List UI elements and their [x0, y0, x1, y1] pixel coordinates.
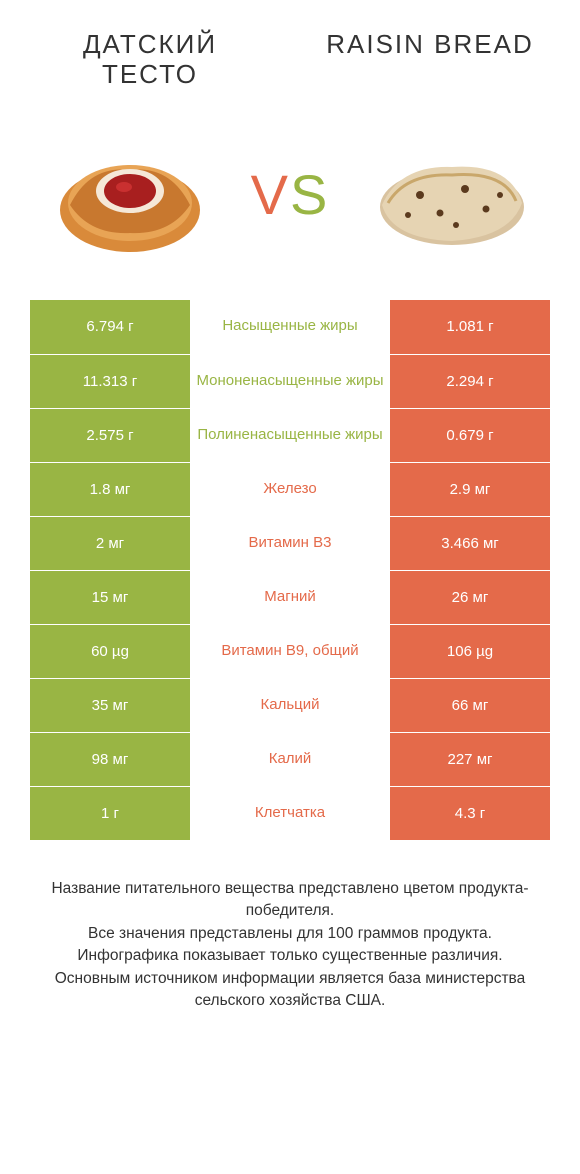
nutrient-name-cell: Магний — [190, 571, 390, 624]
left-value-cell: 2 мг — [30, 517, 190, 570]
images-row: VS — [0, 100, 580, 300]
table-row: 2.575 гПолиненасыщенные жиры0.679 г — [30, 408, 550, 462]
footer-notes: Название питательного вещества представл… — [0, 840, 580, 1013]
nutrient-name-cell: Витамин B3 — [190, 517, 390, 570]
footer-line: Инфографика показывает только существенн… — [24, 945, 556, 967]
footer-line: Название питательного вещества представл… — [24, 878, 556, 923]
nutrient-name-cell: Полиненасыщенные жиры — [190, 409, 390, 462]
nutrient-name-cell: Кальций — [190, 679, 390, 732]
nutrient-name-cell: Калий — [190, 733, 390, 786]
table-row: 2 мгВитамин B33.466 мг — [30, 516, 550, 570]
left-value-cell: 98 мг — [30, 733, 190, 786]
titles-row: ДАТСКИЙ ТЕСТО RAISIN BREAD — [0, 0, 580, 100]
comparison-table: 6.794 гНасыщенные жиры1.081 г11.313 гМон… — [30, 300, 550, 840]
left-value-cell: 1 г — [30, 787, 190, 840]
table-row: 98 мгКалий227 мг — [30, 732, 550, 786]
left-value-cell: 35 мг — [30, 679, 190, 732]
left-product-image — [40, 125, 220, 265]
left-value-cell: 6.794 г — [30, 300, 190, 354]
nutrient-name-cell: Витамин B9, общий — [190, 625, 390, 678]
raisin-bread-icon — [360, 125, 540, 265]
left-value-cell: 15 мг — [30, 571, 190, 624]
right-value-cell: 3.466 мг — [390, 517, 550, 570]
left-value-cell: 1.8 мг — [30, 463, 190, 516]
right-product-image — [360, 125, 540, 265]
footer-line: Все значения представлены для 100 граммо… — [24, 923, 556, 945]
footer-line: Основным источником информации является … — [24, 968, 556, 1013]
danish-pastry-icon — [40, 125, 220, 265]
table-row: 35 мгКальций66 мг — [30, 678, 550, 732]
table-row: 1.8 мгЖелезо2.9 мг — [30, 462, 550, 516]
left-value-cell: 60 µg — [30, 625, 190, 678]
right-value-cell: 26 мг — [390, 571, 550, 624]
right-value-cell: 0.679 г — [390, 409, 550, 462]
table-row: 11.313 гМононенасыщенные жиры2.294 г — [30, 354, 550, 408]
table-row: 1 гКлетчатка4.3 г — [30, 786, 550, 840]
table-row: 6.794 гНасыщенные жиры1.081 г — [30, 300, 550, 354]
nutrient-name-cell: Насыщенные жиры — [190, 300, 390, 354]
table-row: 15 мгМагний26 мг — [30, 570, 550, 624]
right-value-cell: 2.9 мг — [390, 463, 550, 516]
nutrient-name-cell: Железо — [190, 463, 390, 516]
vs-label: VS — [251, 167, 330, 223]
vs-s: S — [290, 163, 329, 226]
vs-v: V — [251, 163, 290, 226]
nutrient-name-cell: Клетчатка — [190, 787, 390, 840]
left-value-cell: 11.313 г — [30, 355, 190, 408]
nutrient-name-cell: Мононенасыщенные жиры — [190, 355, 390, 408]
left-value-cell: 2.575 г — [30, 409, 190, 462]
left-product-title: ДАТСКИЙ ТЕСТО — [40, 30, 260, 90]
right-value-cell: 227 мг — [390, 733, 550, 786]
right-value-cell: 1.081 г — [390, 300, 550, 354]
table-row: 60 µgВитамин B9, общий106 µg — [30, 624, 550, 678]
right-value-cell: 2.294 г — [390, 355, 550, 408]
right-value-cell: 4.3 г — [390, 787, 550, 840]
right-value-cell: 106 µg — [390, 625, 550, 678]
right-value-cell: 66 мг — [390, 679, 550, 732]
right-product-title: RAISIN BREAD — [320, 30, 540, 90]
